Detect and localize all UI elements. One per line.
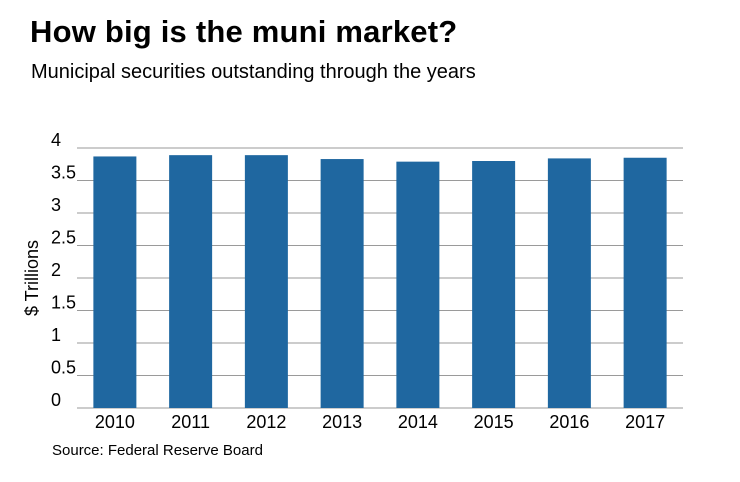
x-tick-label: 2010	[95, 412, 135, 432]
y-tick-label: 3.5	[51, 163, 76, 183]
y-axis-label: $ Trillions	[22, 240, 42, 316]
x-tick-label: 2013	[322, 412, 362, 432]
gridlines	[77, 147, 683, 409]
bar-2013	[320, 159, 364, 408]
y-tick-label: 4	[51, 130, 61, 150]
x-tick-label: 2011	[171, 412, 210, 432]
bar-2012	[244, 155, 288, 408]
x-tick-label: 2014	[398, 412, 438, 432]
chart-title: How big is the muni market?	[30, 14, 458, 49]
y-tick-label: 1.5	[51, 293, 76, 313]
x-tick-label: 2016	[549, 412, 589, 432]
source-note: Source: Federal Reserve Board	[52, 442, 263, 459]
y-tick-label: 2	[51, 260, 61, 280]
bar-2014	[396, 161, 440, 408]
x-tick-label: 2015	[474, 412, 514, 432]
bars	[93, 155, 667, 408]
y-axis-ticks: 0 0.5 1 1.5 2 2.5 3 3.5 4	[51, 130, 76, 410]
y-tick-label: 0.5	[51, 358, 76, 378]
bar-2016	[547, 158, 591, 408]
x-tick-label: 2012	[246, 412, 286, 432]
y-tick-label: 3	[51, 195, 61, 215]
y-tick-label: 2.5	[51, 228, 76, 248]
bar-2010	[93, 156, 137, 408]
bar-2011	[169, 155, 213, 408]
bar-2017	[623, 157, 667, 408]
y-tick-label: 1	[51, 325, 61, 345]
chart-subtitle: Municipal securities outstanding through…	[31, 61, 476, 83]
x-tick-label: 2017	[625, 412, 665, 432]
x-axis-ticks: 2010 2011 2012 2013 2014 2015 2016 2017	[95, 412, 665, 432]
y-tick-label: 0	[51, 390, 61, 410]
bar-2015	[472, 161, 516, 408]
